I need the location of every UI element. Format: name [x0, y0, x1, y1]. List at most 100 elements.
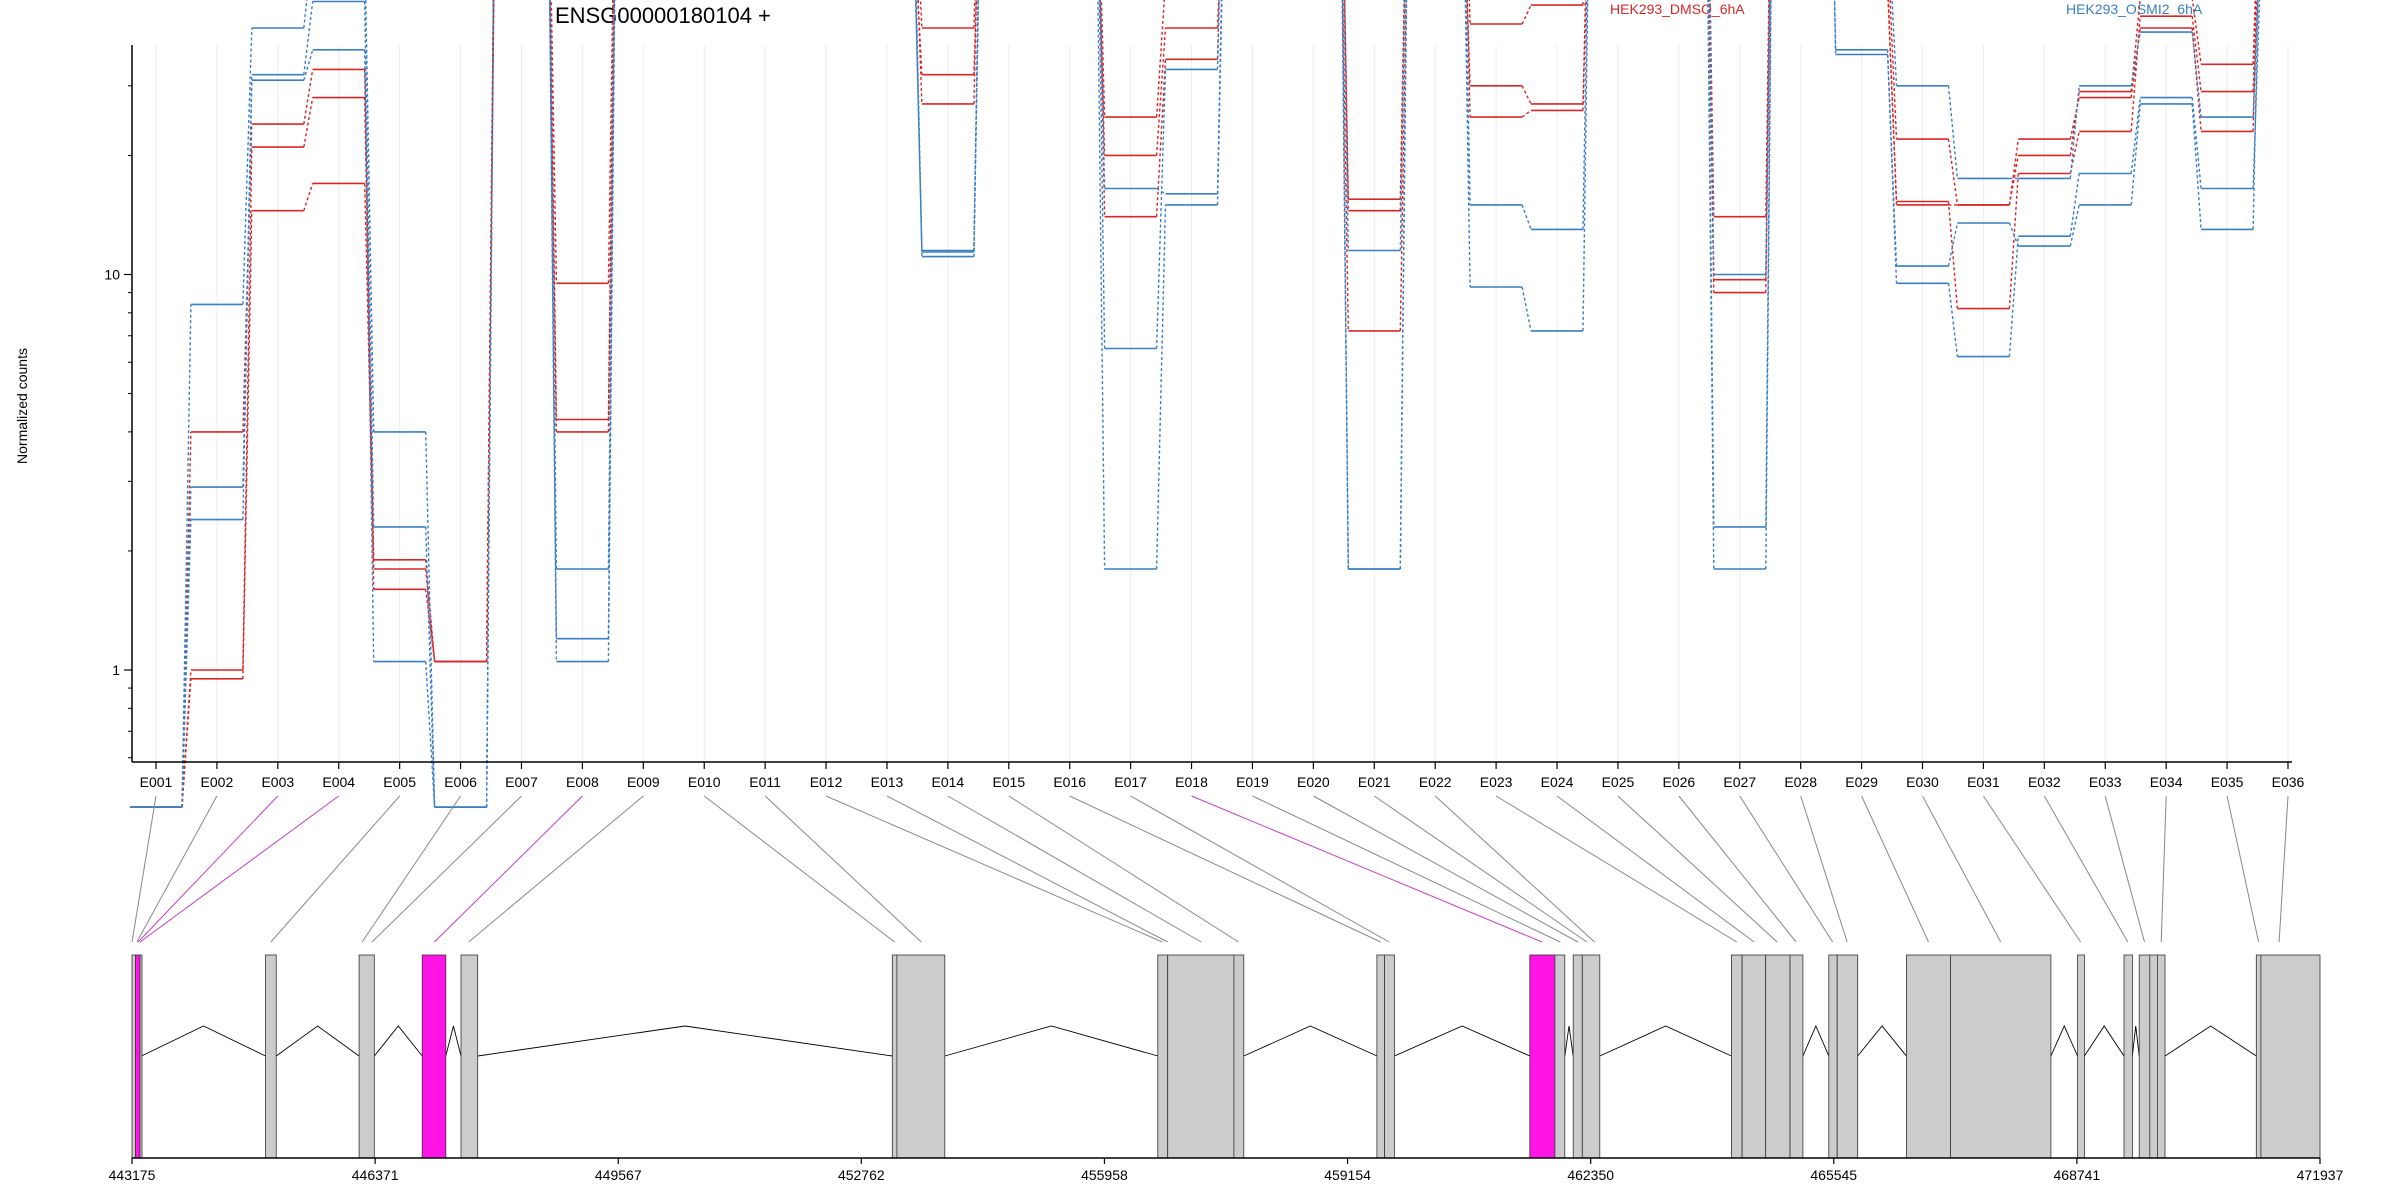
exon-link-line — [371, 795, 522, 943]
series-connector — [2130, 97, 2141, 174]
exon-link-line — [1800, 795, 1848, 943]
exon-link-line — [1008, 795, 1239, 943]
series-connector — [1582, 0, 1587, 104]
series-connector — [973, 0, 977, 104]
exon-box — [1906, 954, 1951, 1159]
vertical-gridlines — [155, 45, 2289, 762]
x-tick-label: E003 — [261, 774, 294, 790]
series-connector — [485, 0, 495, 808]
series-connector — [2008, 222, 2019, 247]
series-connector — [1707, 0, 1715, 527]
series-connector — [2130, 0, 2141, 92]
exon-box — [2149, 954, 2158, 1159]
exon-link-line — [703, 795, 895, 943]
series-connector — [425, 526, 436, 808]
x-tick-label: E001 — [140, 774, 173, 790]
exon-link-line — [1434, 795, 1595, 943]
series-connector — [1521, 4, 1532, 25]
exon-box — [2156, 954, 2166, 1159]
exon-link-line — [139, 795, 339, 943]
exon-link-line — [1130, 795, 1390, 943]
exon-link-line — [137, 795, 279, 943]
coordinate-tick-label: 462350 — [1567, 1167, 1614, 1183]
y-axis-label: Normalized counts — [14, 348, 30, 464]
intron-line — [141, 1025, 266, 1057]
series-connector — [1947, 201, 1959, 309]
intron-line — [2131, 1025, 2140, 1057]
exon-link-line — [1191, 795, 1543, 943]
series-connector — [181, 519, 192, 808]
exon-link-line — [947, 795, 1202, 943]
x-tick-label: E013 — [871, 774, 904, 790]
series-connector — [242, 210, 253, 679]
x-tick-label: E011 — [749, 774, 781, 790]
exon-box — [2077, 954, 2085, 1159]
coordinate-tick-label: 455958 — [1081, 1167, 1128, 1183]
exon-box — [1836, 954, 1859, 1159]
series-connector — [1707, 0, 1715, 570]
series-connector — [1464, 0, 1471, 288]
x-tick-label: E020 — [1297, 774, 1330, 790]
series-connector — [303, 97, 314, 148]
exon-link-line — [2104, 795, 2145, 943]
x-tick-label: E005 — [383, 774, 416, 790]
exon-box — [1157, 954, 1169, 1159]
x-tick-label: E033 — [2089, 774, 2122, 790]
intron-line — [1599, 1025, 1732, 1057]
series-connector — [365, 0, 375, 432]
series-connector — [1466, 0, 1471, 86]
series-connector — [607, 0, 616, 662]
exon-link-line — [2278, 795, 2289, 943]
series-connector — [1947, 139, 1959, 205]
exon-link-line — [468, 795, 644, 943]
exon-link-line — [825, 795, 1163, 943]
series-connector — [973, 0, 977, 75]
series-connector — [2252, 0, 2256, 65]
series-5 — [130, 0, 2261, 809]
series-connector — [242, 124, 253, 432]
series-connector — [485, 0, 495, 662]
series-connector — [1708, 0, 1715, 275]
x-tick-label: E014 — [932, 774, 965, 790]
exon-box — [1731, 954, 1743, 1159]
coordinate-tick-label: 449567 — [595, 1167, 642, 1183]
y-tick-label: 10 — [104, 267, 120, 283]
x-tick-label: E004 — [322, 774, 355, 790]
coordinate-tick-label: 468741 — [2054, 1167, 2101, 1183]
series-connector — [2191, 16, 2202, 92]
x-tick-label: E028 — [1784, 774, 1817, 790]
series-connector — [914, 0, 923, 251]
x-tick-label: E017 — [1114, 774, 1147, 790]
series-connector — [2008, 139, 2019, 205]
plot-area — [130, 0, 2261, 809]
exon-box — [1529, 954, 1556, 1159]
exon-link-line — [764, 795, 922, 943]
series-connector — [303, 49, 314, 81]
exon-link-line — [1069, 795, 1381, 943]
series-connector — [2191, 0, 2202, 65]
series-connector — [549, 0, 558, 639]
series-2 — [130, 0, 2257, 809]
series-connector — [2069, 173, 2080, 237]
series-6 — [130, 0, 2259, 809]
series-connector — [2130, 31, 2141, 86]
series-connector — [607, 0, 614, 284]
exon-box — [1765, 954, 1791, 1159]
x-tick-label: E009 — [627, 774, 660, 790]
exon-box — [2260, 954, 2321, 1159]
exon-link-line — [1556, 795, 1755, 943]
x-tick-label: E007 — [505, 774, 538, 790]
series-connector — [181, 304, 192, 808]
exon-box — [896, 954, 946, 1159]
intron-line — [2084, 1025, 2125, 1057]
exon-link-line — [2043, 795, 2129, 943]
series-connector — [303, 1, 314, 75]
exon-link-line — [1252, 795, 1561, 943]
exon-box — [1741, 954, 1767, 1159]
series-connector — [303, 69, 314, 125]
series-connector — [1465, 0, 1471, 205]
exon-box — [2123, 954, 2133, 1159]
x-tick-label: E021 — [1358, 774, 1391, 790]
intron-line — [2050, 1024, 2078, 1057]
